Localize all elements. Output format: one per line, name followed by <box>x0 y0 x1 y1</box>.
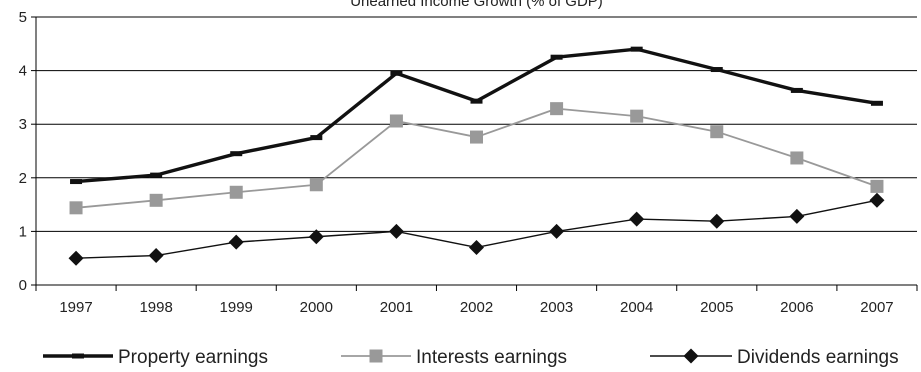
series-line <box>75 107 878 209</box>
data-point <box>549 223 565 239</box>
data-point <box>230 151 243 157</box>
data-point <box>790 87 803 93</box>
x-tick-label: 2002 <box>460 299 493 316</box>
data-point <box>629 211 645 227</box>
legend-item-1: Interests earnings <box>341 347 567 368</box>
data-point <box>790 151 804 165</box>
data-point <box>630 46 643 52</box>
data-point <box>710 67 723 73</box>
data-point <box>869 192 885 208</box>
data-point <box>709 213 725 229</box>
legend-item-0: Property earnings <box>43 347 268 368</box>
data-point <box>309 178 323 192</box>
x-tick-label: 1997 <box>59 299 92 316</box>
x-tick-label: 2006 <box>780 299 813 316</box>
data-point <box>310 135 323 141</box>
legend-label: Dividends earnings <box>737 347 899 368</box>
data-point <box>870 179 884 193</box>
series-line <box>75 47 878 184</box>
y-tick-label: 2 <box>19 170 27 187</box>
series-2 <box>68 192 885 266</box>
y-tick-label: 3 <box>19 116 27 133</box>
data-point <box>389 114 403 128</box>
legend-label: Property earnings <box>118 347 268 368</box>
data-point <box>68 250 84 266</box>
y-tick-label: 1 <box>19 223 27 240</box>
legend-marker <box>369 349 383 363</box>
legend-marker <box>683 348 699 364</box>
x-tick-label: 2003 <box>540 299 573 316</box>
legend-item-2: Dividends earnings <box>650 347 899 368</box>
y-tick-label: 0 <box>19 277 27 294</box>
data-point <box>308 229 324 245</box>
x-tick-label: 2005 <box>700 299 733 316</box>
data-point <box>149 193 163 207</box>
data-point <box>630 109 644 123</box>
data-point <box>70 179 83 185</box>
legend-marker <box>72 353 84 359</box>
data-point <box>390 70 403 76</box>
data-point <box>228 234 244 250</box>
series-0 <box>70 46 883 185</box>
data-point <box>148 248 164 264</box>
x-tick-label: 2007 <box>860 299 893 316</box>
data-point <box>550 54 563 60</box>
data-point <box>69 201 83 215</box>
data-point <box>229 185 243 199</box>
x-tick-label: 1998 <box>139 299 172 316</box>
legend-label: Interests earnings <box>416 347 567 368</box>
data-point <box>150 172 163 178</box>
data-point <box>710 125 724 139</box>
data-point <box>470 98 483 104</box>
y-tick-label: 4 <box>19 63 27 80</box>
data-point <box>470 130 483 144</box>
x-tick-label: 2000 <box>300 299 333 316</box>
series-1 <box>69 102 884 215</box>
data-point <box>469 239 484 255</box>
data-point <box>388 223 404 239</box>
data-point <box>789 208 805 224</box>
data-point <box>550 102 564 116</box>
x-tick-label: 2004 <box>620 299 653 316</box>
x-tick-label: 1999 <box>220 299 253 316</box>
x-tick-label: 2001 <box>380 299 413 316</box>
data-point <box>870 100 883 106</box>
y-tick-label: 5 <box>19 9 27 26</box>
chart-title: Unearned Income Growth (% of GDP) <box>350 0 603 10</box>
